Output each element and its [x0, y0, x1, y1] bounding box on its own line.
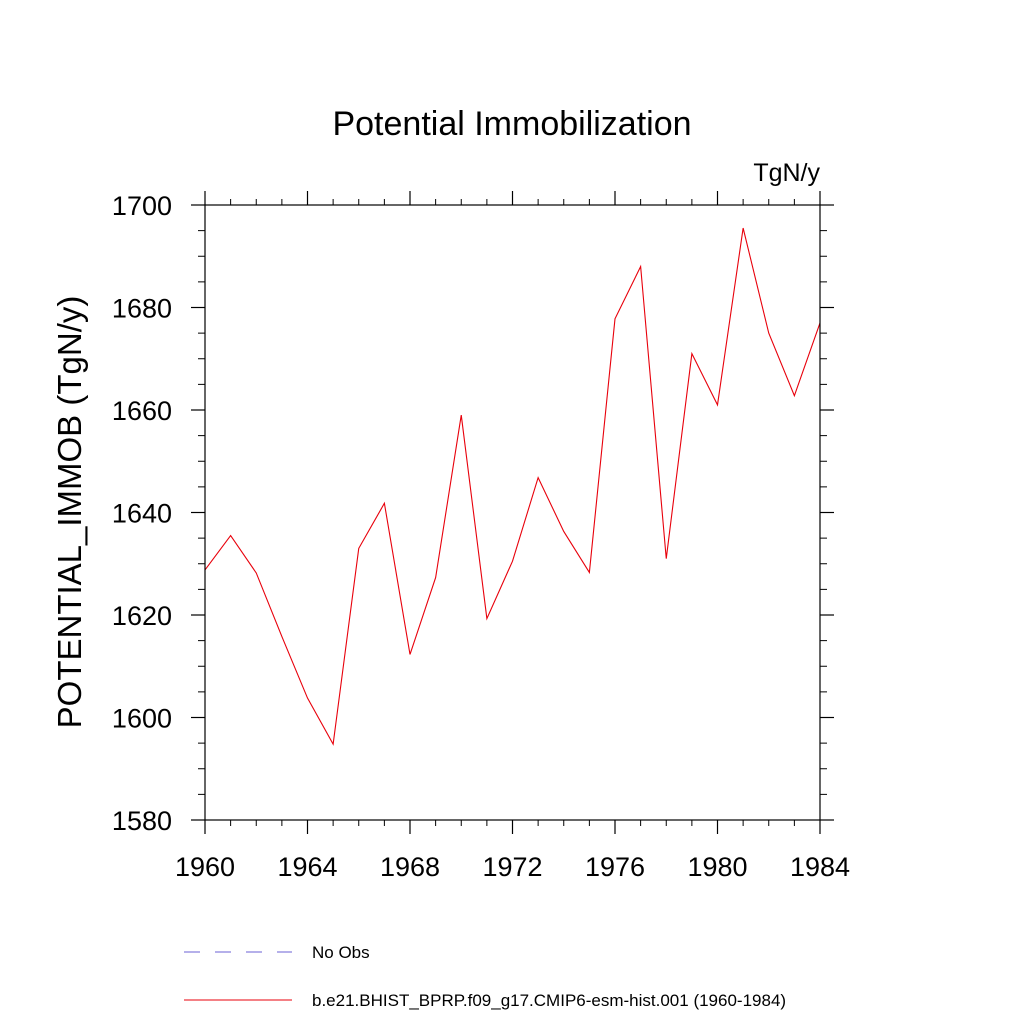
- y-tick-label: 1660: [112, 396, 172, 426]
- legend-label: No Obs: [312, 943, 370, 962]
- x-tick-label: 1968: [380, 852, 440, 882]
- series-layer: [204, 227, 821, 746]
- y-tick-labels: 1580 1600 1620 1640 1660 1680 1700: [112, 191, 172, 836]
- legend: No Obs b.e21.BHIST_BPRP.f09_g17.CMIP6-esm…: [184, 943, 786, 1010]
- x-tick-label: 1964: [277, 852, 337, 882]
- series-line: [204, 227, 821, 746]
- major-ticks: [191, 191, 834, 834]
- y-tick-label: 1680: [112, 294, 172, 324]
- x-tick-labels: 1960 1964 1968 1972 1976 1980 1984: [175, 852, 850, 882]
- y-tick-label: 1620: [112, 601, 172, 631]
- chart-title: Potential Immobilization: [332, 105, 691, 143]
- y-axis-label: POTENTIAL_IMMOB (TgN/y): [51, 296, 88, 729]
- y-tick-label: 1640: [112, 499, 172, 529]
- legend-label: b.e21.BHIST_BPRP.f09_g17.CMIP6-esm-hist.…: [312, 991, 786, 1010]
- units-label: TgN/y: [753, 159, 820, 187]
- y-tick-label: 1580: [112, 806, 172, 836]
- minor-ticks: [198, 199, 827, 826]
- y-tick-label: 1700: [112, 191, 172, 221]
- x-tick-label: 1976: [585, 852, 645, 882]
- x-tick-label: 1972: [482, 852, 542, 882]
- y-tick-label: 1600: [112, 704, 172, 734]
- x-tick-label: 1980: [687, 852, 747, 882]
- plot-frame: [204, 204, 821, 821]
- x-tick-label: 1960: [175, 852, 235, 882]
- x-tick-label: 1984: [790, 852, 850, 882]
